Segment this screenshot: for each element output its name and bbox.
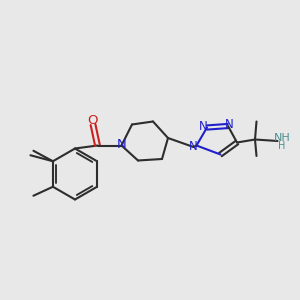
- Text: N: N: [188, 140, 197, 154]
- Text: N: N: [117, 138, 126, 152]
- Text: NH: NH: [274, 133, 290, 143]
- Text: H: H: [278, 140, 286, 151]
- Text: O: O: [88, 113, 98, 127]
- Text: N: N: [225, 118, 234, 131]
- Text: N: N: [199, 120, 208, 134]
